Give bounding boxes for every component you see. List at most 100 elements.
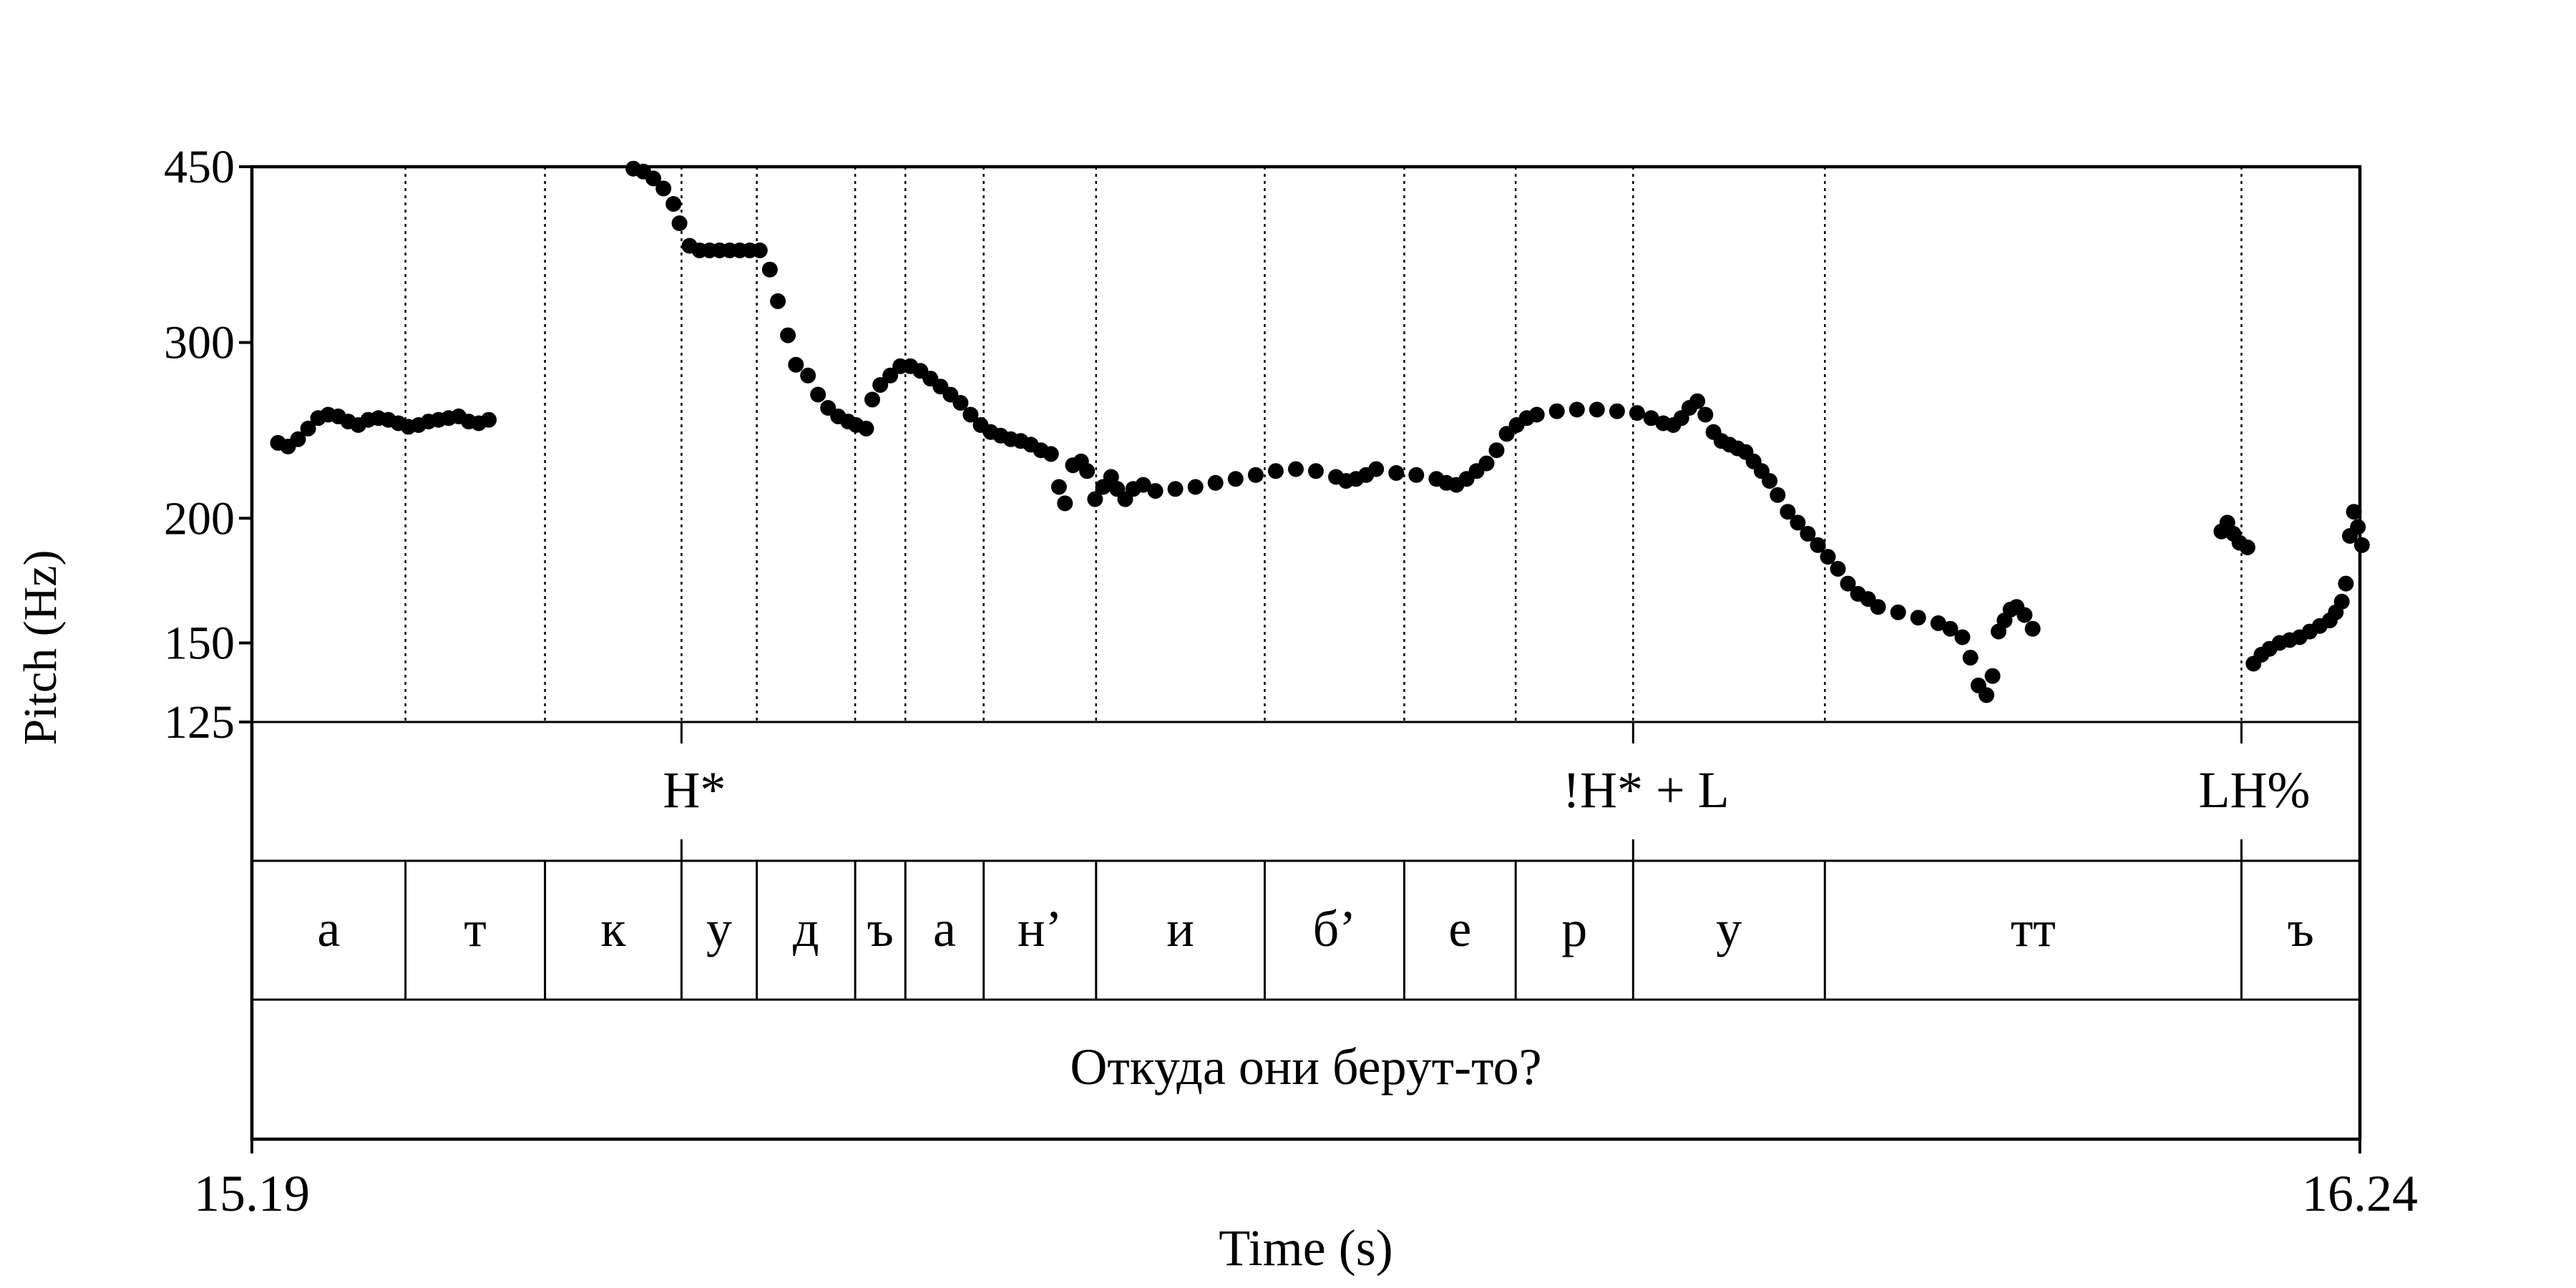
pitch-point (1147, 483, 1163, 499)
pitch-point (1762, 473, 1778, 489)
pitch-point (1288, 461, 1304, 477)
pitch-point (952, 395, 969, 411)
pitch-point (1368, 461, 1385, 477)
pitch-point (1830, 560, 1846, 577)
pitch-point (1079, 463, 1096, 479)
segment-label: а (933, 900, 956, 957)
segment-label: е (1448, 900, 1471, 957)
pitch-point (1979, 687, 1995, 703)
pitch-point (872, 377, 889, 393)
pitch-point (1790, 514, 1806, 531)
pitch-point (2353, 537, 2370, 553)
pitch-point (780, 327, 796, 343)
pitch-point (1643, 410, 1659, 426)
pitch-point (2350, 519, 2366, 535)
pitch-point (671, 215, 688, 231)
pitch-point (2024, 620, 2041, 637)
pitch-point (1954, 629, 1971, 645)
pitch-point (300, 420, 316, 436)
pitch-point (858, 420, 874, 436)
pitch-point (761, 261, 778, 278)
pitch-point (1820, 549, 1836, 565)
pitch-point (1187, 479, 1204, 495)
segment-label: а (317, 900, 340, 957)
pitch-point (1810, 537, 1826, 553)
segment-label: ъ (2288, 900, 2314, 957)
pitch-point (962, 406, 979, 423)
segment-label: т (464, 900, 486, 957)
pitch-point (1388, 465, 1405, 481)
plot-frame (250, 165, 2362, 1141)
pitch-point (1568, 401, 1585, 418)
pitch-point (770, 293, 786, 309)
pitch-point (1227, 471, 1244, 487)
pitch-point (481, 411, 497, 428)
pitch-point (1087, 491, 1103, 507)
pitch-point (1689, 393, 1706, 409)
pitch-point (1870, 599, 1886, 615)
pitch-point (1267, 463, 1284, 479)
x-tick-label: 15.19 (194, 1165, 310, 1222)
pitch-points (270, 160, 2370, 703)
pitch-point (290, 431, 306, 447)
pitch-point (1910, 610, 1926, 626)
pitch-point (1780, 504, 1796, 520)
y-axis-label: Pitch (Hz) (14, 550, 67, 745)
pitch-point (800, 367, 816, 384)
pitch-point (1043, 446, 1059, 462)
segment-label: б’ (1313, 900, 1357, 957)
pitch-point (645, 170, 662, 187)
tone-label: !H* + L (1563, 761, 1729, 819)
y-tick-label: 300 (164, 317, 235, 369)
segment-label: н’ (1018, 900, 1063, 957)
pitch-point (1488, 442, 1505, 459)
pitch-point (1890, 604, 1906, 620)
pitch-point (2016, 607, 2033, 623)
pitch-point (1548, 403, 1565, 419)
tone-label: H* (663, 761, 726, 819)
segment-label: д (793, 900, 819, 957)
pitch-point (1247, 467, 1264, 483)
segment-label: у (706, 900, 732, 957)
pitch-point (2338, 575, 2354, 592)
axes: 125 150 200 300 450 15.19 16.24 (164, 141, 2418, 1222)
y-tick-label: 150 (164, 618, 235, 670)
pitch-point (788, 356, 804, 373)
pitch-point (1057, 495, 1073, 512)
pitch-point (882, 367, 899, 384)
pitch-point (1984, 668, 2001, 684)
pitch-point (1050, 479, 1067, 495)
segment-label: р (1561, 900, 1587, 957)
pitch-point (1609, 403, 1625, 419)
pitch-point (1962, 650, 1979, 666)
pitch-point (1800, 525, 1816, 542)
segment-label: к (601, 900, 627, 957)
pitch-point (751, 242, 768, 258)
segment-label: у (1716, 900, 1742, 957)
pitch-point (1308, 463, 1324, 479)
tone-label: LH% (2198, 761, 2310, 819)
pitch-point (810, 386, 826, 403)
pitch-point (1478, 455, 1495, 472)
x-axis-label: Time (s) (1219, 1219, 1392, 1277)
pitch-point (1103, 469, 1119, 485)
pitch-point (1770, 487, 1786, 503)
pitch-point (1167, 481, 1184, 497)
y-tick-label: 200 (164, 492, 235, 545)
segment-label: тт (2011, 900, 2056, 957)
pitch-point (1408, 467, 1425, 483)
pitch-point (1528, 406, 1545, 423)
pitch-point (1930, 615, 1946, 631)
pitch-point (1589, 401, 1605, 418)
segment-label: и (1166, 900, 1194, 957)
pitch-point (665, 196, 682, 212)
x-tick-label: 16.24 (2302, 1165, 2418, 1222)
pitch-point (655, 180, 672, 197)
pitch-point (864, 391, 880, 408)
pitch-point (1135, 477, 1151, 493)
pitch-point (2333, 593, 2350, 610)
pitch-point (2346, 504, 2362, 520)
y-tick-label: 450 (164, 141, 235, 193)
